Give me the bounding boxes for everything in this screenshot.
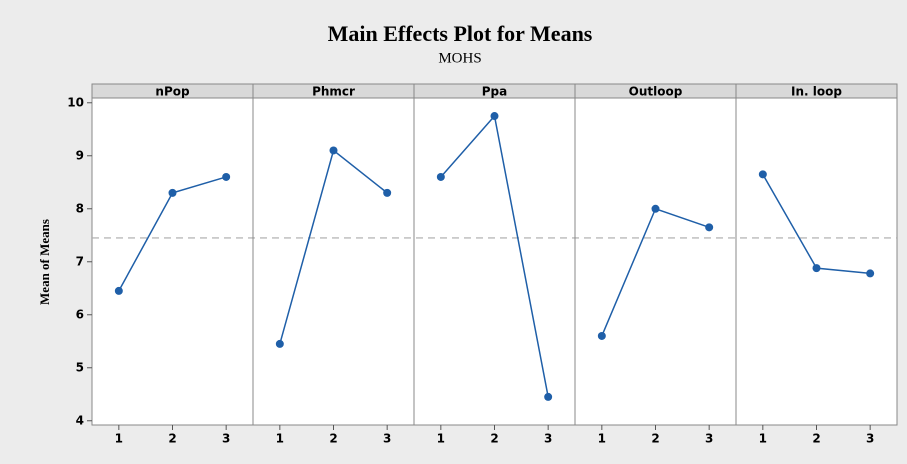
x-tick-label: 2	[490, 432, 498, 446]
x-tick-label: 3	[222, 432, 230, 446]
x-tick-label: 2	[168, 432, 176, 446]
x-tick-label: 1	[437, 432, 445, 446]
x-tick-label: 1	[276, 432, 284, 446]
x-tick-label: 1	[115, 432, 123, 446]
x-tick-label: 3	[383, 432, 391, 446]
point	[866, 269, 875, 278]
y-axis-label: Mean of Means	[37, 219, 52, 305]
point	[544, 392, 553, 401]
x-tick-label: 1	[759, 432, 767, 446]
point	[812, 264, 821, 273]
point	[651, 204, 660, 213]
y-tick-label: 4	[76, 413, 84, 427]
point	[705, 223, 714, 232]
point	[597, 331, 606, 340]
y-tick-label: 10	[67, 95, 84, 109]
point	[758, 170, 767, 179]
point	[114, 286, 123, 295]
y-tick-label: 6	[76, 307, 84, 321]
x-tick-label: 1	[598, 432, 606, 446]
y-tick-label: 8	[76, 201, 84, 215]
plot-area	[91, 83, 898, 426]
x-tick-label: 2	[812, 432, 820, 446]
x-tick-label: 2	[651, 432, 659, 446]
point	[168, 188, 177, 197]
panel-label: Phmcr	[312, 85, 355, 99]
panel-label: In. loop	[791, 85, 842, 99]
panel-label: nPop	[155, 85, 190, 99]
point	[275, 339, 284, 348]
chart-title: Main Effects Plot for Means	[328, 21, 593, 46]
y-tick-label: 7	[76, 254, 84, 268]
point	[383, 188, 392, 197]
y-tick-label: 5	[76, 360, 84, 374]
x-tick-label: 3	[544, 432, 552, 446]
x-tick-label: 3	[866, 432, 874, 446]
point	[490, 112, 499, 121]
x-tick-label: 2	[329, 432, 337, 446]
chart-subtitle: MOHS	[438, 50, 481, 66]
point	[436, 172, 445, 181]
panel-label: Outloop	[629, 85, 683, 99]
point	[329, 146, 338, 155]
point	[222, 172, 231, 181]
y-tick-label: 9	[76, 148, 84, 162]
panel-label: Ppa	[482, 85, 507, 99]
x-tick-label: 3	[705, 432, 713, 446]
